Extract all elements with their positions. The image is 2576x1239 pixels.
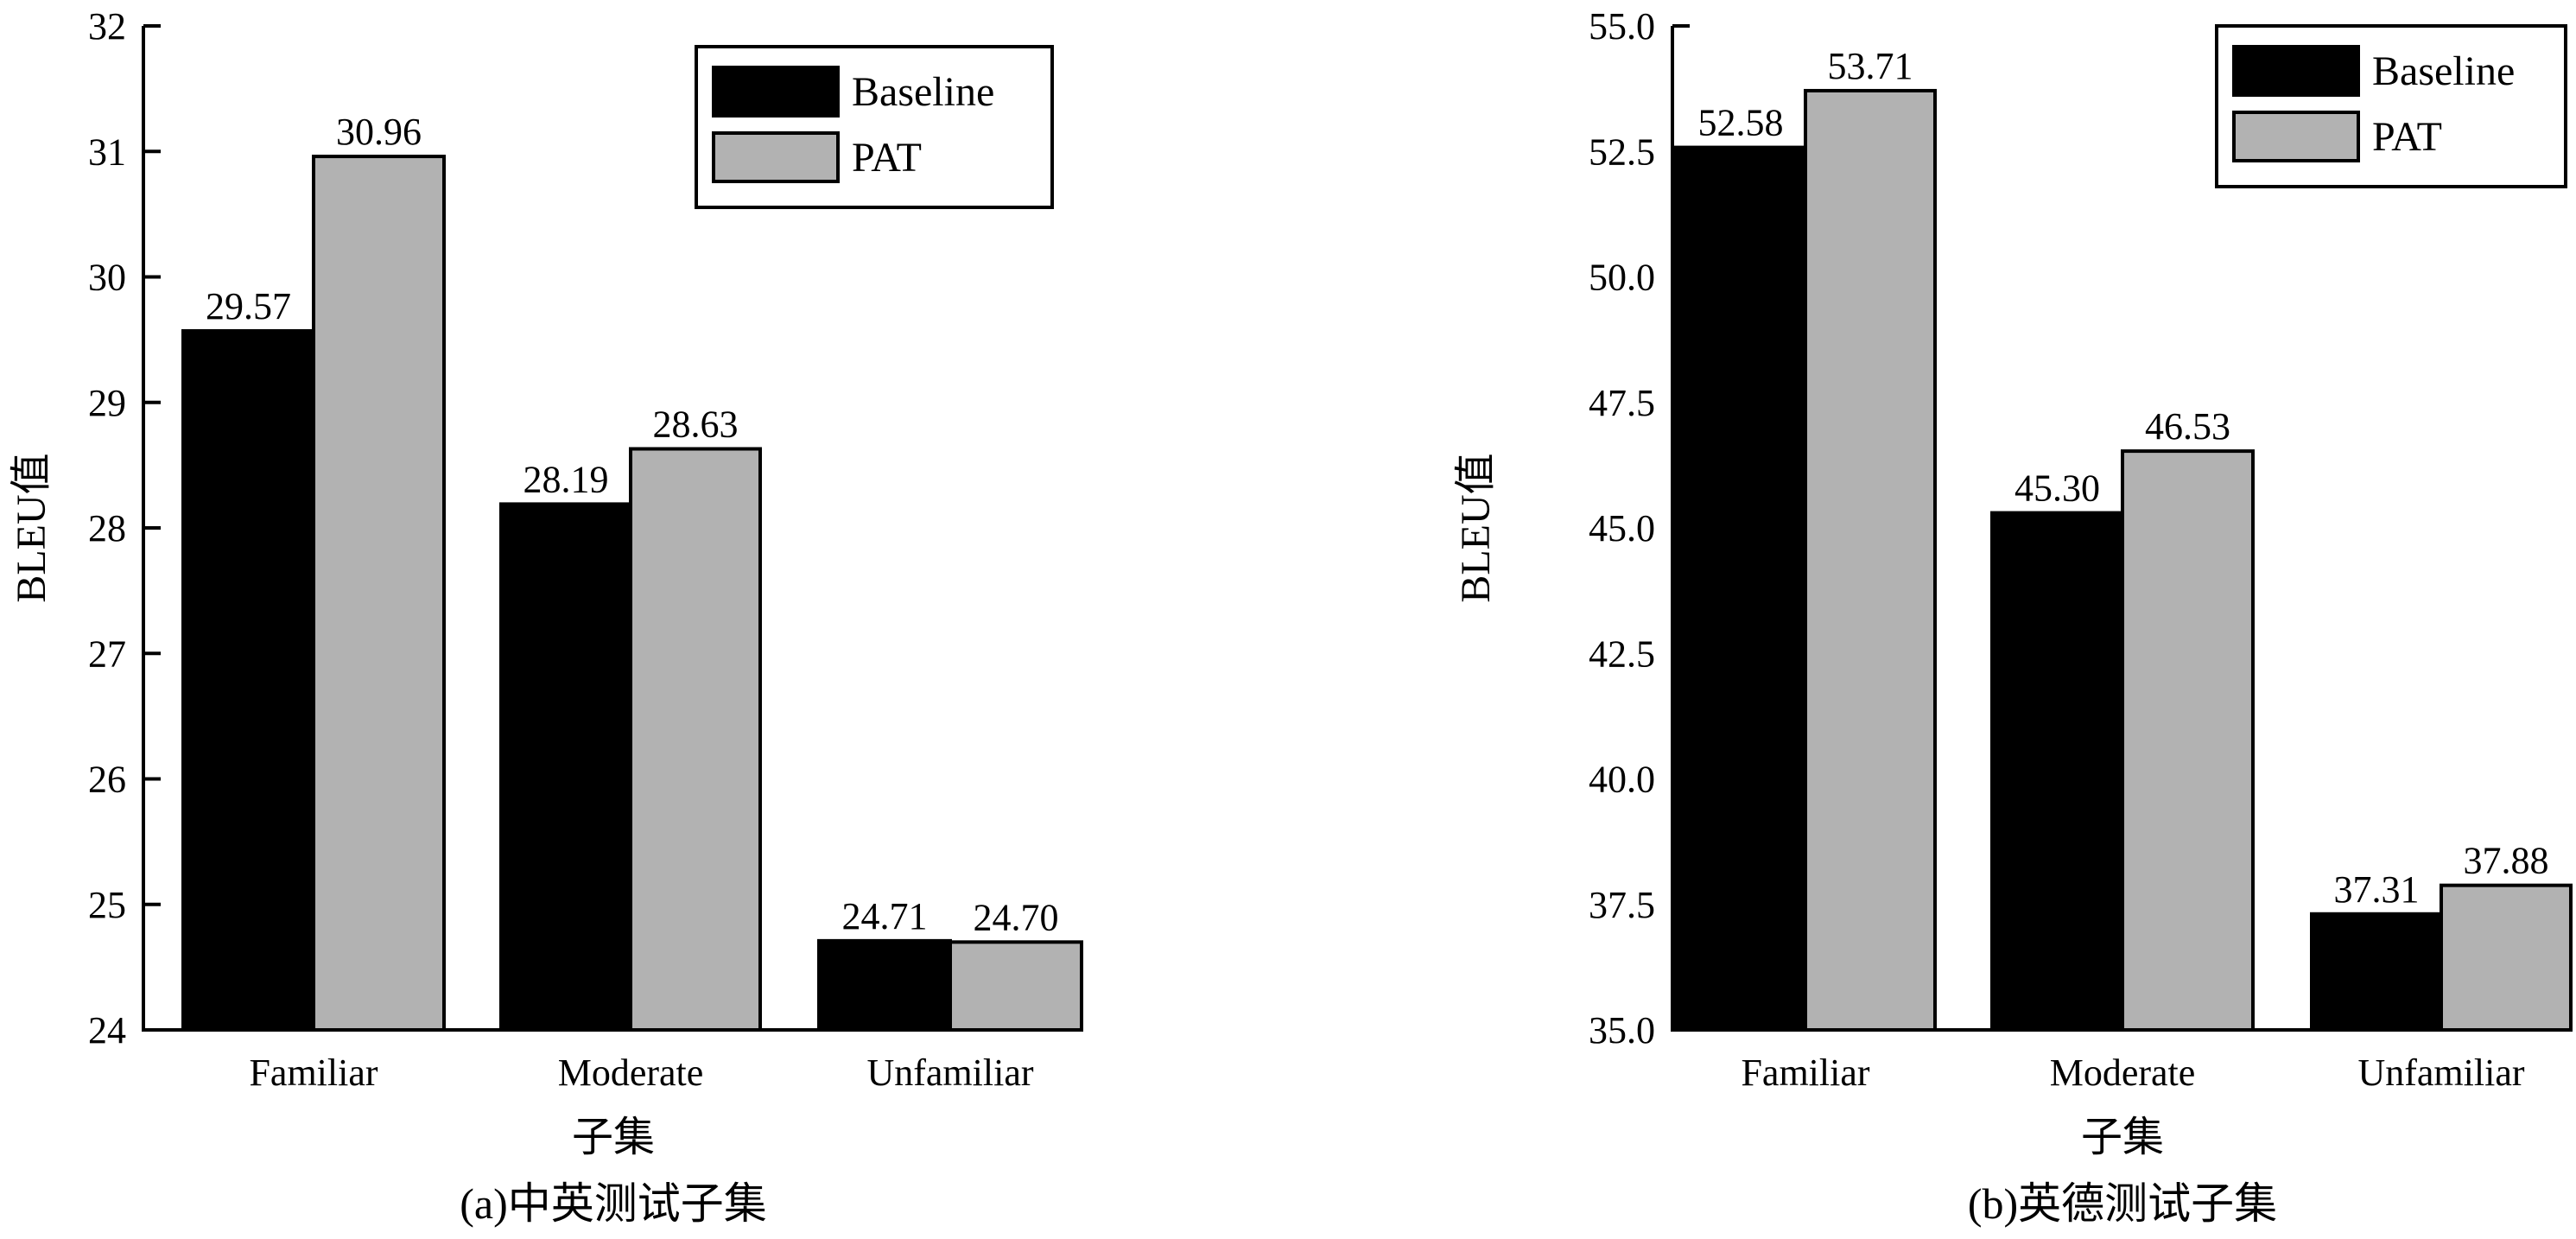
chart-panel-b: 52.58 53.71 Familiar 45.30 46.53 Moderate 37.3…	[1453, 5, 2573, 1228]
bar-pat-familiar	[1804, 88, 1937, 1032]
y-tick-label: 30	[88, 257, 126, 299]
legend-swatch-pat	[2232, 111, 2360, 162]
bar-baseline-unfamiliar	[817, 938, 952, 1032]
x-tick-label-unfamiliar: Unfamiliar	[2357, 1052, 2524, 1094]
bar-baseline-familiar	[1674, 145, 1807, 1032]
chart-panel-a: 29.57 30.96 Familiar 28.19 28.63 Moderate 24.7…	[9, 5, 1083, 1228]
y-tick-label: 31	[88, 130, 126, 173]
data-label-baseline-familiar: 52.58	[1698, 102, 1784, 144]
data-label-pat-unfamiliar: 24.70	[974, 896, 1059, 938]
data-label-baseline-familiar: 29.57	[206, 285, 291, 327]
legend-label-baseline: Baseline	[852, 69, 994, 115]
bar-baseline-moderate	[499, 502, 632, 1032]
bar-pat-unfamiliar	[949, 940, 1083, 1032]
x-axis-label: 子集	[2081, 1115, 2164, 1160]
legend-swatch-pat	[712, 131, 840, 183]
legend-label-baseline: Baseline	[2372, 48, 2515, 94]
x-tick-label-moderate: Moderate	[2050, 1052, 2196, 1094]
legend-label-pat: PAT	[2372, 114, 2442, 160]
x-tick-label-familiar: Familiar	[1741, 1052, 1869, 1094]
bar-pat-moderate	[2121, 449, 2255, 1032]
bar-baseline-unfamiliar	[2310, 912, 2443, 1032]
y-tick-label: 40.0	[1589, 759, 1655, 801]
data-label-pat-familiar: 53.71	[1828, 45, 1913, 87]
legend: Baseline PAT	[2215, 24, 2567, 188]
chart-caption: (a)中英测试子集	[460, 1179, 767, 1228]
y-tick-label: 29	[88, 382, 126, 424]
y-tick-label: 28	[88, 507, 126, 550]
y-tick-label: 55.0	[1589, 5, 1655, 48]
bar-pat-unfamiliar	[2440, 883, 2573, 1032]
y-tick-label: 26	[88, 759, 126, 801]
data-label-baseline-moderate: 28.19	[523, 458, 609, 500]
y-tick-label: 47.5	[1589, 382, 1655, 424]
y-axis-label: BLEU值	[1453, 453, 1499, 602]
data-label-pat-moderate: 28.63	[653, 403, 739, 445]
y-tick-label: 25	[88, 884, 126, 926]
x-tick-label-familiar: Familiar	[249, 1052, 378, 1094]
data-label-baseline-unfamiliar: 37.31	[2334, 868, 2420, 911]
data-label-baseline-unfamiliar: 24.71	[842, 895, 928, 937]
y-tick-label: 45.0	[1589, 507, 1655, 550]
data-label-pat-unfamiliar: 37.88	[2464, 840, 2549, 882]
bar-pat-moderate	[629, 447, 762, 1032]
data-label-pat-familiar: 30.96	[336, 111, 422, 153]
data-label-baseline-moderate: 45.30	[2014, 467, 2100, 510]
x-axis-label: 子集	[572, 1115, 655, 1160]
y-tick-label: 42.5	[1589, 632, 1655, 675]
legend-swatch-baseline	[712, 66, 840, 118]
x-tick-label-moderate: Moderate	[558, 1052, 704, 1094]
y-axis-label: BLEU值	[9, 453, 54, 602]
y-tick-label: 52.5	[1589, 130, 1655, 173]
bar-baseline-familiar	[181, 328, 315, 1032]
y-tick-label: 24	[88, 1009, 126, 1052]
bar-pat-familiar	[312, 155, 446, 1032]
data-label-pat-moderate: 46.53	[2145, 405, 2230, 448]
chart-caption: (b)英德测试子集	[1968, 1179, 2277, 1228]
y-tick-label: 27	[88, 632, 126, 675]
y-tick-label: 50.0	[1589, 257, 1655, 299]
y-tick-label: 35.0	[1589, 1009, 1655, 1052]
legend-swatch-baseline	[2232, 45, 2360, 97]
legend: Baseline PAT	[695, 45, 1054, 209]
y-tick-label: 32	[88, 5, 126, 48]
bar-baseline-moderate	[1990, 511, 2124, 1032]
legend-label-pat: PAT	[852, 135, 922, 181]
y-tick-label: 37.5	[1589, 884, 1655, 926]
x-tick-label-unfamiliar: Unfamiliar	[866, 1052, 1033, 1094]
